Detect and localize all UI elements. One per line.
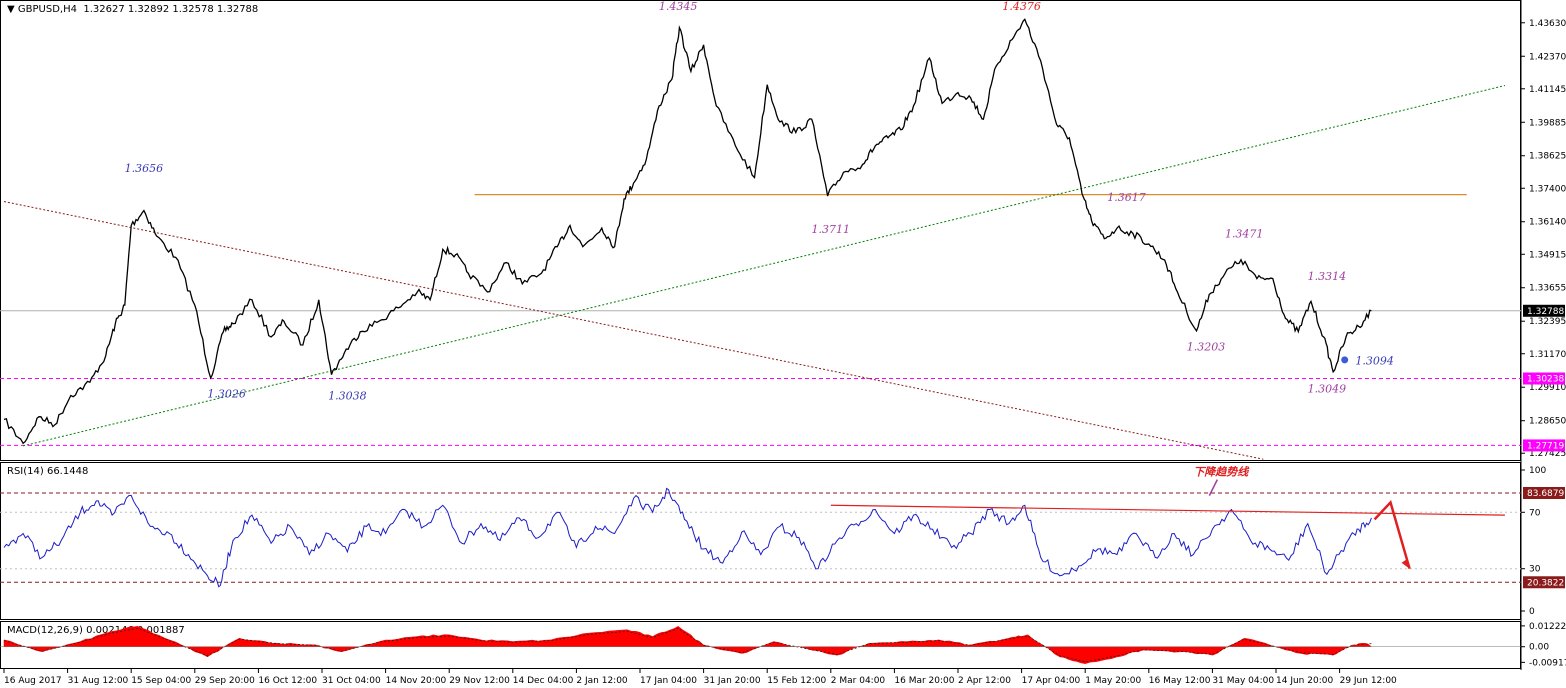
price-annotation: 1.3038 bbox=[328, 389, 367, 402]
symbol-label: GBPUSD,H4 bbox=[17, 4, 77, 15]
x-tick-label: 31 Aug 12:00 bbox=[68, 676, 129, 686]
price-tick-label: 1.42370 bbox=[1529, 52, 1566, 62]
rsi-title: RSI(14) 66.1448 bbox=[7, 466, 89, 477]
price-annotation: 1.4376 bbox=[1002, 0, 1041, 13]
rsi-downtrend-line bbox=[830, 504, 1505, 516]
x-tick-label: 17 Jan 04:00 bbox=[640, 676, 697, 686]
current-price-label: 1.32788 bbox=[1527, 307, 1564, 317]
price-tick-label: 1.41145 bbox=[1529, 85, 1566, 95]
price-annotation: 1.3094 bbox=[1355, 355, 1394, 368]
price-annotation: 1.3711 bbox=[812, 223, 851, 236]
downtrend-trendline bbox=[3, 201, 1264, 460]
x-tick-label: 2 Jan 12:00 bbox=[576, 676, 628, 686]
symbol-title: ▼ GBPUSD,H4 1.32627 1.32892 1.32578 1.32… bbox=[7, 4, 258, 15]
rsi-level-label: 83.6879 bbox=[1527, 489, 1564, 499]
price-tick-label: 1.32395 bbox=[1529, 317, 1566, 327]
x-tick-label: 29 Sep 20:00 bbox=[195, 676, 255, 686]
price-tick-label: 1.38625 bbox=[1529, 152, 1566, 162]
price-tick-label: 1.33655 bbox=[1529, 284, 1566, 294]
price-tick-label: 1.29910 bbox=[1529, 383, 1566, 393]
support-level-tag bbox=[1523, 372, 1565, 385]
price-annotation: 1.3203 bbox=[1187, 340, 1226, 353]
x-tick-label: 16 Mar 20:00 bbox=[894, 676, 954, 686]
macd-tick-label: -0.009177 bbox=[1529, 658, 1566, 668]
x-tick-label: 2 Apr 12:00 bbox=[958, 676, 1011, 686]
price-annotation: 1.3617 bbox=[1107, 191, 1146, 204]
macd-tick-label: 0.012223 bbox=[1529, 622, 1566, 632]
x-tick-label: 1 May 20:00 bbox=[1085, 676, 1141, 686]
x-tick-label: 31 Oct 04:00 bbox=[322, 676, 381, 686]
rsi-level-tag bbox=[1523, 576, 1565, 589]
price-annotation: 1.3026 bbox=[207, 388, 246, 401]
x-tick-label: 16 Aug 2017 bbox=[4, 676, 62, 686]
rsi-level-label: 20.3822 bbox=[1527, 578, 1564, 588]
price-tick-label: 1.37400 bbox=[1529, 184, 1566, 194]
rsi-series-line bbox=[3, 487, 1372, 588]
macd-histogram bbox=[3, 626, 1373, 664]
price-annotation: 1.3656 bbox=[125, 162, 164, 175]
downtrend-label-pointer bbox=[1208, 479, 1218, 496]
price-marker-dot bbox=[1341, 356, 1349, 364]
x-tick-label: 16 Oct 12:00 bbox=[258, 676, 317, 686]
x-tick-label: 29 Nov 12:00 bbox=[449, 676, 510, 686]
x-tick-label: 14 Nov 20:00 bbox=[386, 676, 447, 686]
price-annotation: 1.3314 bbox=[1308, 270, 1347, 283]
rsi-forecast-arrow bbox=[1373, 499, 1411, 570]
price-tick-label: 1.31170 bbox=[1529, 350, 1566, 360]
x-tick-label: 29 Jun 12:00 bbox=[1340, 676, 1397, 686]
x-tick-label: 15 Sep 04:00 bbox=[131, 676, 191, 686]
rsi-tick-label: 30 bbox=[1529, 565, 1541, 575]
x-tick-label: 2 Mar 04:00 bbox=[831, 676, 886, 686]
downtrend-label: 下降趋势线 bbox=[1193, 466, 1250, 479]
price-tick-label: 1.43630 bbox=[1529, 19, 1566, 29]
ohlc-values: 1.32627 1.32892 1.32578 1.32788 bbox=[83, 4, 259, 15]
price-tick-label: 1.34915 bbox=[1529, 250, 1566, 260]
current-price-tag bbox=[1523, 304, 1565, 317]
price-annotation: 1.3049 bbox=[1308, 382, 1347, 395]
rsi-tick-label: 0 bbox=[1529, 607, 1535, 617]
rsi-level-tag bbox=[1523, 487, 1565, 500]
price-annotation: 1.4345 bbox=[659, 0, 698, 13]
macd-signal-line bbox=[3, 627, 1372, 663]
macd-tick-label: 0.00 bbox=[1529, 643, 1549, 653]
rsi-tick-label: 70 bbox=[1529, 508, 1541, 518]
x-tick-label: 14 Jun 20:00 bbox=[1276, 676, 1333, 686]
macd-title: MACD(12,26,9) 0.002146 0.001887 bbox=[7, 625, 185, 636]
rsi-panel[interactable]: RSI(14) 66.1448 bbox=[0, 462, 1521, 620]
x-tick-label: 17 Apr 04:00 bbox=[1022, 676, 1081, 686]
rsi-arrow-head bbox=[1401, 558, 1410, 569]
price-tick-label: 1.36140 bbox=[1529, 218, 1566, 228]
price-series-line bbox=[3, 18, 1372, 445]
price-tick-label: 1.28650 bbox=[1529, 417, 1566, 427]
x-tick-label: 31 Jan 20:00 bbox=[704, 676, 761, 686]
price-chart-panel[interactable]: ▼ GBPUSD,H4 1.32627 1.32892 1.32578 1.32… bbox=[0, 0, 1521, 461]
price-tick-label: 1.39885 bbox=[1529, 118, 1566, 128]
x-tick-label: 14 Dec 04:00 bbox=[513, 676, 574, 686]
support-level-tag bbox=[1523, 439, 1565, 452]
x-tick-label: 15 Feb 12:00 bbox=[767, 676, 826, 686]
support-level-label: 1.30238 bbox=[1527, 375, 1564, 385]
rsi-tick-label: 100 bbox=[1529, 466, 1546, 476]
price-annotation: 1.3471 bbox=[1225, 228, 1264, 241]
x-tick-label: 31 May 04:00 bbox=[1212, 676, 1274, 686]
support-level-label: 1.27719 bbox=[1527, 441, 1564, 451]
x-tick-label: 16 May 12:00 bbox=[1149, 676, 1211, 686]
symbol-glyph: ▼ bbox=[7, 4, 15, 15]
price-tick-label: 1.27425 bbox=[1529, 449, 1566, 459]
